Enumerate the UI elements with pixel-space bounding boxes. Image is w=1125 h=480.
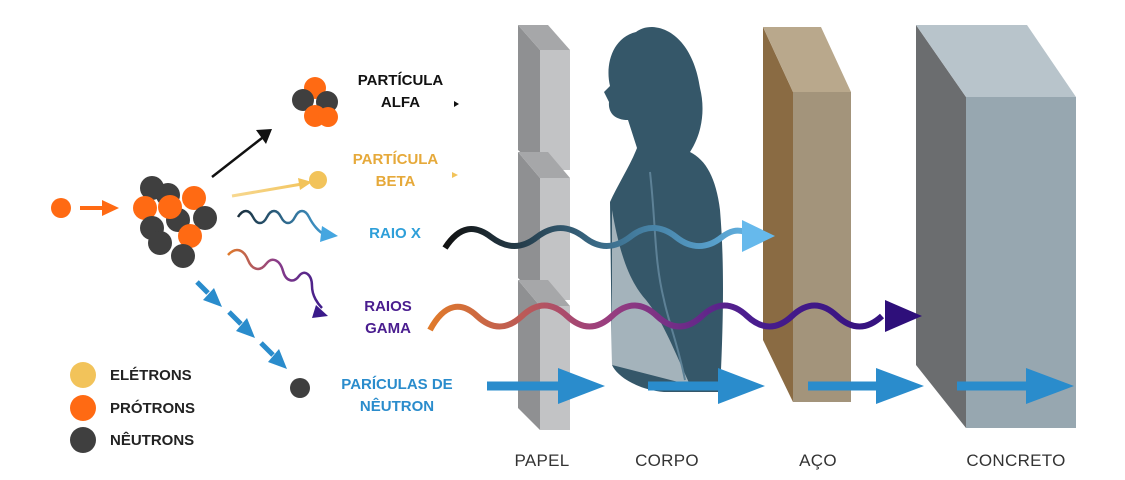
neutron-emission-arrows [195, 280, 287, 369]
barrier-label-paper: PAPEL [514, 451, 570, 470]
neutron-beam [487, 368, 1074, 404]
alpha-stop-tick [454, 101, 459, 107]
xray-beam [442, 220, 775, 252]
legend-item-electrons: ELÉTRONS [70, 362, 192, 388]
label-gamma-line2: GAMA [365, 320, 411, 337]
label-xray-line1: RAIO X [369, 225, 421, 242]
legend-label-electrons: ELÉTRONS [110, 366, 192, 384]
neutron-dot-icon [70, 427, 96, 453]
proton-dot-icon [70, 395, 96, 421]
barrier-label-body: CORPO [635, 451, 699, 470]
alpha-particle [292, 77, 338, 127]
legend-label-protons: PRÓTRONS [110, 399, 196, 417]
label-alpha-line1: PARTÍCULA [357, 72, 444, 89]
beta-stop-tick [452, 172, 458, 178]
barrier-label-concrete: CONCRETO [966, 451, 1066, 470]
legend-label-neutrons: NÊUTRONS [110, 431, 195, 449]
label-neutron-line2: NÊUTRON [359, 398, 435, 415]
label-neutron-line1: PARÍCULAS DE [341, 376, 453, 393]
gamma-small-wave [227, 248, 328, 318]
beta-arrow [231, 178, 312, 198]
human-body-silhouette [604, 27, 723, 392]
label-alpha: PARTÍCULA ALFA [343, 70, 458, 114]
incoming-proton [51, 198, 119, 218]
alpha-arrow [211, 129, 272, 178]
barrier-concrete [916, 25, 1076, 428]
label-xray: RAIO X [345, 223, 445, 245]
barrier-label-steel: AÇO [799, 451, 837, 470]
label-beta-line1: PARTÍCULA [352, 151, 439, 168]
barrier-paper [518, 25, 570, 430]
atomic-nucleus [133, 176, 217, 268]
legend-item-protons: PRÓTRONS [70, 395, 195, 421]
electron-dot-icon [70, 362, 96, 388]
barrier-steel [763, 27, 851, 402]
beta-electron [309, 171, 327, 189]
label-beta: PARTÍCULA BETA [338, 149, 453, 193]
legend-item-neutrons: NÊUTRONS [70, 427, 194, 453]
xray-small-wave [236, 209, 338, 242]
label-neutron: PARÍCULAS DE NÊUTRON [322, 374, 472, 418]
label-alpha-line2: ALFA [380, 94, 421, 111]
label-gamma: RAIOS GAMA [338, 296, 438, 340]
emitted-neutron [290, 378, 310, 398]
gamma-beam [427, 300, 922, 332]
label-beta-line2: BETA [375, 173, 416, 190]
label-gamma-line1: RAIOS [364, 298, 412, 315]
